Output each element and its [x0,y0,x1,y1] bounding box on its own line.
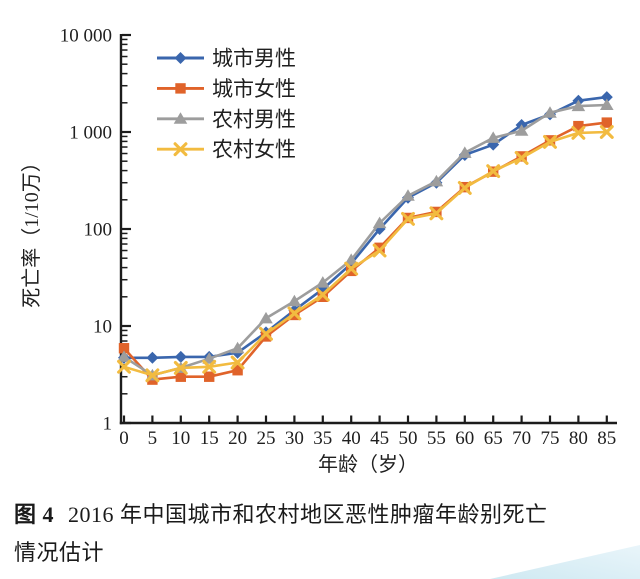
series-marker-rural-female [287,306,302,321]
legend-marker-rural-female [173,142,188,157]
caption-text-line2: 情况估计 [14,540,105,565]
series-marker-rural-female [145,368,160,383]
series-marker-urban-male [174,350,187,363]
series-marker-rural-male [259,311,273,324]
caption-line-2: 情况估计 [14,534,628,572]
y-tick-label: 1 000 [69,123,112,144]
series-marker-rural-male [486,131,500,143]
caption-line-1: 图 4 2016 年中国城市和农村地区恶性肿瘤年龄别死亡 [14,496,628,534]
legend-label-urban-female: 城市女性 [212,77,296,101]
series-marker-rural-female [230,355,245,370]
y-axis-title: 死亡率（1/10万） [20,152,43,308]
series-marker-rural-male [514,124,529,136]
x-tick-label: 50 [399,428,418,449]
series-marker-urban-female [232,365,243,376]
series-marker-rural-female [344,261,359,276]
series-marker-rural-male [117,350,131,362]
caption-text-line1: 2016 年中国城市和农村地区恶性肿瘤年龄别死亡 [68,502,548,527]
legend-label-urban-male: 城市男性 [212,47,296,71]
series-marker-rural-female [315,287,330,302]
series-marker-rural-female [173,360,188,375]
series-line-urban-female [123,121,607,381]
x-axis-title: 年龄（岁） [318,453,418,476]
series-marker-rural-male [344,253,358,265]
x-tick-label: 45 [370,428,389,449]
x-tick-label: 15 [200,428,219,449]
series-marker-rural-female [457,180,472,195]
figure-caption: 图 4 2016 年中国城市和农村地区恶性肿瘤年龄别死亡 情况估计 [14,496,628,572]
mortality-line-chart: 1 10 100 1 000 10 000 0 5 10 15 20 25 30 35 40 45 50 55 6… [20,26,617,476]
x-tick-label: 60 [455,428,474,449]
x-tick-label: 55 [427,428,446,449]
series-marker-rural-female [514,151,529,165]
series-marker-urban-female [346,265,357,277]
series-marker-rural-female [571,125,586,140]
series-marker-rural-female [117,359,131,374]
series-marker-rural-male [316,276,330,288]
series-marker-rural-female [543,134,557,149]
legend-label-rural-female: 农村女性 [212,138,296,162]
series-marker-rural-female [599,125,614,139]
x-tick-label: 20 [228,428,247,449]
series-marker-rural-female [486,164,501,179]
x-tick-label: 40 [342,428,361,449]
series-marker-urban-female [175,371,186,382]
x-tick-label: 70 [512,428,531,449]
series-line-rural-female [123,130,607,377]
legend-marker-urban-female [175,83,186,94]
series-marker-urban-female [118,343,130,354]
x-tick-label: 30 [285,428,304,449]
series-marker-urban-female [573,120,584,132]
series-marker-rural-male [429,174,444,187]
y-tick-label: 1 [103,414,113,435]
series-marker-rural-male [571,99,586,112]
x-tick-label: 75 [541,428,560,449]
x-tick-label: 5 [148,428,158,449]
legend-marker-rural-male [173,112,188,124]
series-marker-rural-female [401,211,415,226]
series-marker-rural-female [259,326,273,341]
y-tick-label: 100 [84,220,113,241]
series-marker-rural-male [401,189,415,201]
series-marker-rural-male [372,216,387,229]
series-marker-urban-female [601,117,612,128]
series-marker-rural-male [458,146,472,158]
legend-label-rural-male: 农村男性 [212,107,296,131]
series-marker-rural-male [230,341,245,354]
legend-marker-urban-male [174,52,187,64]
series-marker-rural-female [202,359,217,374]
x-tick-label: 35 [313,428,332,449]
series-marker-rural-male [543,106,557,118]
series-line-rural-male [123,103,607,377]
y-tick-label: 10 000 [60,26,112,47]
series-marker-urban-female [374,242,385,254]
y-tick-label: 10 [93,317,112,338]
series-marker-urban-male [146,351,159,364]
x-tick-label: 25 [257,428,276,449]
x-tick-label: 85 [597,428,616,449]
series-marker-urban-female [260,331,272,342]
x-tick-label: 65 [484,428,503,449]
series-marker-urban-female [204,371,215,382]
x-tick-label: 10 [171,428,190,449]
series-marker-rural-female [372,243,387,258]
series-marker-urban-male [600,91,613,104]
series-marker-rural-male [287,294,302,307]
series-line-urban-male [124,95,607,360]
x-tick-label: 0 [119,428,129,449]
series-marker-rural-male [202,352,216,364]
x-tick-label: 80 [569,428,588,449]
series-marker-rural-male [600,98,614,110]
caption-figure-number: 图 4 [14,502,55,527]
series-marker-rural-female [429,206,444,221]
